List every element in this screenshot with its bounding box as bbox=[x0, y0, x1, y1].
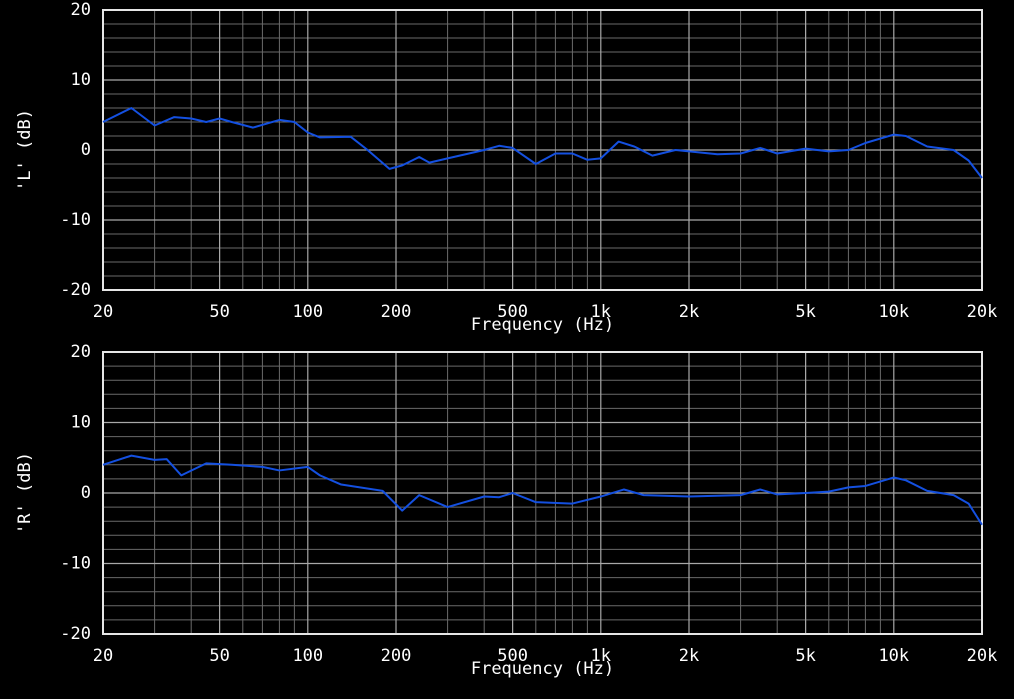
x-tick-label: 20k bbox=[967, 302, 998, 322]
x-tick-label: 1k bbox=[591, 302, 611, 322]
x-tick-label: 10k bbox=[878, 646, 909, 666]
x-tick-label: 100 bbox=[292, 646, 323, 666]
x-tick-label: 2k bbox=[679, 302, 699, 322]
y-tick-label: -20 bbox=[60, 624, 91, 644]
y-tick-label: -10 bbox=[60, 210, 91, 230]
x-tick-label: 50 bbox=[209, 302, 229, 322]
x-axis-label: Frequency (Hz) bbox=[471, 315, 614, 335]
line-series bbox=[102, 454, 983, 526]
y-tick-label: -20 bbox=[60, 280, 91, 300]
x-tick-label: 5k bbox=[795, 646, 815, 666]
y-axis-label: 'L' (dB) bbox=[15, 109, 35, 191]
x-tick-label: 100 bbox=[292, 302, 323, 322]
y-tick-label: 10 bbox=[71, 70, 91, 90]
x-tick-label: 500 bbox=[497, 646, 528, 666]
x-tick-label: 500 bbox=[497, 302, 528, 322]
y-tick-label: 20 bbox=[71, 342, 91, 362]
y-tick-label: 0 bbox=[81, 140, 91, 160]
x-tick-label: 5k bbox=[795, 302, 815, 322]
x-tick-label: 20k bbox=[967, 646, 998, 666]
x-tick-label: 50 bbox=[209, 646, 229, 666]
x-axis-label: Frequency (Hz) bbox=[471, 659, 614, 679]
x-tick-label: 20 bbox=[93, 646, 113, 666]
x-tick-label: 200 bbox=[381, 646, 412, 666]
x-tick-label: 200 bbox=[381, 302, 412, 322]
x-tick-label: 20 bbox=[93, 302, 113, 322]
plot-frame bbox=[102, 351, 983, 635]
x-tick-label: 10k bbox=[878, 302, 909, 322]
y-tick-label: -10 bbox=[60, 554, 91, 574]
line-series bbox=[102, 107, 983, 179]
y-tick-label: 20 bbox=[71, 0, 91, 20]
y-tick-label: 10 bbox=[71, 413, 91, 433]
x-tick-label: 2k bbox=[679, 646, 699, 666]
plot-frame bbox=[102, 9, 983, 291]
y-axis-label: 'R' (dB) bbox=[15, 452, 35, 534]
y-tick-label: 0 bbox=[81, 483, 91, 503]
x-tick-label: 1k bbox=[591, 646, 611, 666]
